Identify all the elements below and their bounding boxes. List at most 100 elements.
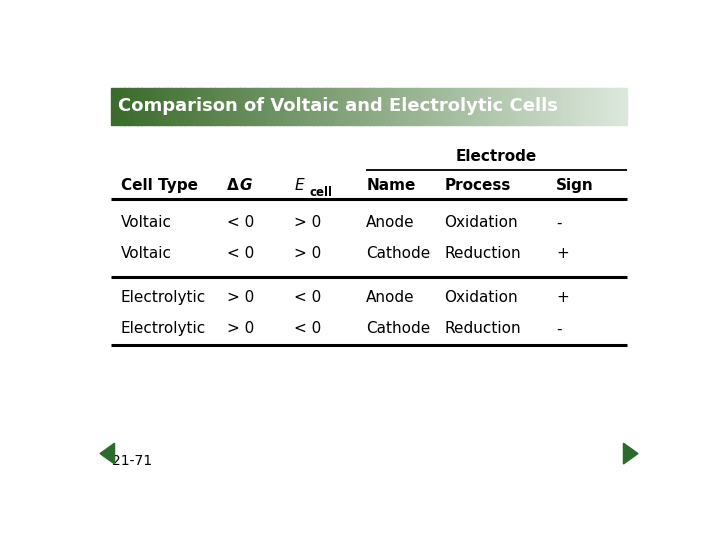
Bar — [292, 87, 297, 125]
Bar — [485, 87, 490, 125]
Text: < 0: < 0 — [294, 321, 321, 336]
Text: Oxidation: Oxidation — [444, 290, 518, 305]
Bar — [498, 87, 503, 125]
Bar — [532, 87, 537, 125]
Text: Cathode: Cathode — [366, 246, 431, 261]
Bar — [459, 87, 464, 125]
Bar — [120, 87, 125, 125]
Text: Anode: Anode — [366, 290, 415, 305]
Bar — [606, 87, 610, 125]
Bar — [180, 87, 185, 125]
Bar — [261, 87, 266, 125]
Bar — [352, 87, 356, 125]
Bar — [236, 87, 240, 125]
Bar — [154, 87, 159, 125]
Bar — [257, 87, 262, 125]
Bar — [571, 87, 576, 125]
Bar — [623, 87, 627, 125]
Bar — [494, 87, 498, 125]
Text: > 0: > 0 — [227, 290, 254, 305]
Text: Name: Name — [366, 178, 415, 193]
Bar — [137, 87, 142, 125]
Bar — [584, 87, 589, 125]
Bar — [515, 87, 520, 125]
Bar — [610, 87, 614, 125]
Bar — [506, 87, 511, 125]
Bar — [202, 87, 207, 125]
Text: > 0: > 0 — [294, 215, 321, 230]
Bar — [132, 87, 138, 125]
Bar — [232, 87, 236, 125]
Bar — [562, 87, 567, 125]
Bar — [287, 87, 292, 125]
Bar — [472, 87, 477, 125]
Bar — [575, 87, 580, 125]
Bar — [274, 87, 279, 125]
Bar — [451, 87, 456, 125]
Bar — [270, 87, 275, 125]
Bar — [446, 87, 451, 125]
Bar — [541, 87, 546, 125]
Bar — [403, 87, 408, 125]
Bar — [356, 87, 361, 125]
Bar — [502, 87, 507, 125]
Bar — [197, 87, 202, 125]
Bar — [464, 87, 469, 125]
Bar — [296, 87, 301, 125]
Text: G: G — [239, 178, 251, 193]
Bar — [412, 87, 417, 125]
Bar — [438, 87, 443, 125]
Text: Comparison of Voltaic and Electrolytic Cells: Comparison of Voltaic and Electrolytic C… — [118, 97, 558, 116]
Bar — [244, 87, 249, 125]
Bar — [322, 87, 327, 125]
Text: Voltaic: Voltaic — [121, 246, 171, 261]
Bar — [549, 87, 554, 125]
Bar — [365, 87, 369, 125]
Bar — [339, 87, 343, 125]
Bar — [442, 87, 447, 125]
Bar — [343, 87, 348, 125]
Bar — [481, 87, 485, 125]
Text: -: - — [556, 321, 562, 336]
Text: > 0: > 0 — [227, 321, 254, 336]
Bar — [433, 87, 438, 125]
Text: Process: Process — [444, 178, 510, 193]
Bar — [408, 87, 413, 125]
Bar — [510, 87, 516, 125]
Polygon shape — [100, 443, 114, 464]
Text: Reduction: Reduction — [444, 246, 521, 261]
Bar — [348, 87, 352, 125]
Bar — [305, 87, 310, 125]
Bar — [523, 87, 528, 125]
Bar — [588, 87, 593, 125]
Bar — [206, 87, 210, 125]
Bar — [335, 87, 340, 125]
Bar — [309, 87, 314, 125]
Text: Cell Type: Cell Type — [121, 178, 198, 193]
Bar — [420, 87, 426, 125]
Bar — [455, 87, 460, 125]
Text: Electrode: Electrode — [456, 149, 537, 164]
Text: Oxidation: Oxidation — [444, 215, 518, 230]
Bar — [580, 87, 585, 125]
Bar — [215, 87, 219, 125]
Bar — [558, 87, 563, 125]
Text: Voltaic: Voltaic — [121, 215, 171, 230]
Bar — [318, 87, 323, 125]
Bar — [399, 87, 404, 125]
Text: Anode: Anode — [366, 215, 415, 230]
Bar — [219, 87, 223, 125]
Bar — [128, 87, 133, 125]
Text: < 0: < 0 — [294, 290, 321, 305]
Bar — [115, 87, 120, 125]
Text: +: + — [556, 246, 569, 261]
Bar — [279, 87, 284, 125]
Bar — [373, 87, 378, 125]
Bar — [618, 87, 623, 125]
Text: cell: cell — [310, 186, 333, 199]
Bar — [545, 87, 550, 125]
Bar — [240, 87, 245, 125]
Bar — [145, 87, 150, 125]
Text: > 0: > 0 — [294, 246, 321, 261]
Bar — [597, 87, 602, 125]
